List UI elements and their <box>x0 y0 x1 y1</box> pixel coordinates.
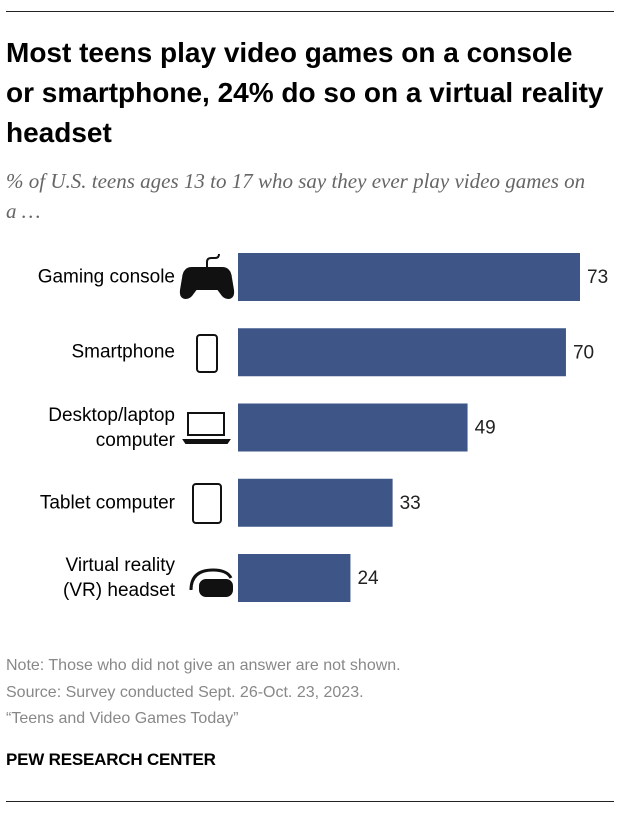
laptop-icon <box>187 412 225 436</box>
bar <box>238 403 468 452</box>
value-label: 24 <box>357 568 379 589</box>
chart-subtitle: % of U.S. teens ages 13 to 17 who say th… <box>6 169 586 223</box>
gamepad-icon <box>179 267 235 300</box>
category-label: Tablet computer <box>39 492 175 514</box>
value-label: 49 <box>475 418 496 439</box>
source-org: PEW RESEARCH CENTER <box>6 750 216 769</box>
bar <box>238 478 393 527</box>
category-label: Smartphone <box>71 341 175 363</box>
vr-strap <box>189 568 233 591</box>
bar <box>238 554 351 602</box>
vr-icon <box>199 579 233 597</box>
icons <box>179 253 235 597</box>
phone-icon <box>196 334 218 373</box>
category-label: Virtual reality (VR) headset <box>63 555 175 601</box>
value-label: 33 <box>400 493 421 514</box>
category-label: Desktop/laptop computer <box>48 404 175 451</box>
note: Source: Survey conducted Sept. 26-Oct. 2… <box>6 683 364 701</box>
tablet-icon <box>192 483 222 524</box>
bottom-rule <box>6 801 614 802</box>
note: “Teens and Video Games Today” <box>6 710 239 727</box>
note: Note: Those who did not give an answer a… <box>6 657 401 674</box>
laptop-base <box>182 439 231 444</box>
top-rule <box>6 11 614 12</box>
value-label: 70 <box>573 342 594 363</box>
bar <box>238 253 581 301</box>
bar <box>238 328 566 377</box>
chart-title: Most teens play video games on a console… <box>6 37 604 148</box>
gamepad-cable <box>206 253 220 268</box>
category-label: Gaming console <box>37 266 175 288</box>
value-label: 73 <box>587 267 608 288</box>
